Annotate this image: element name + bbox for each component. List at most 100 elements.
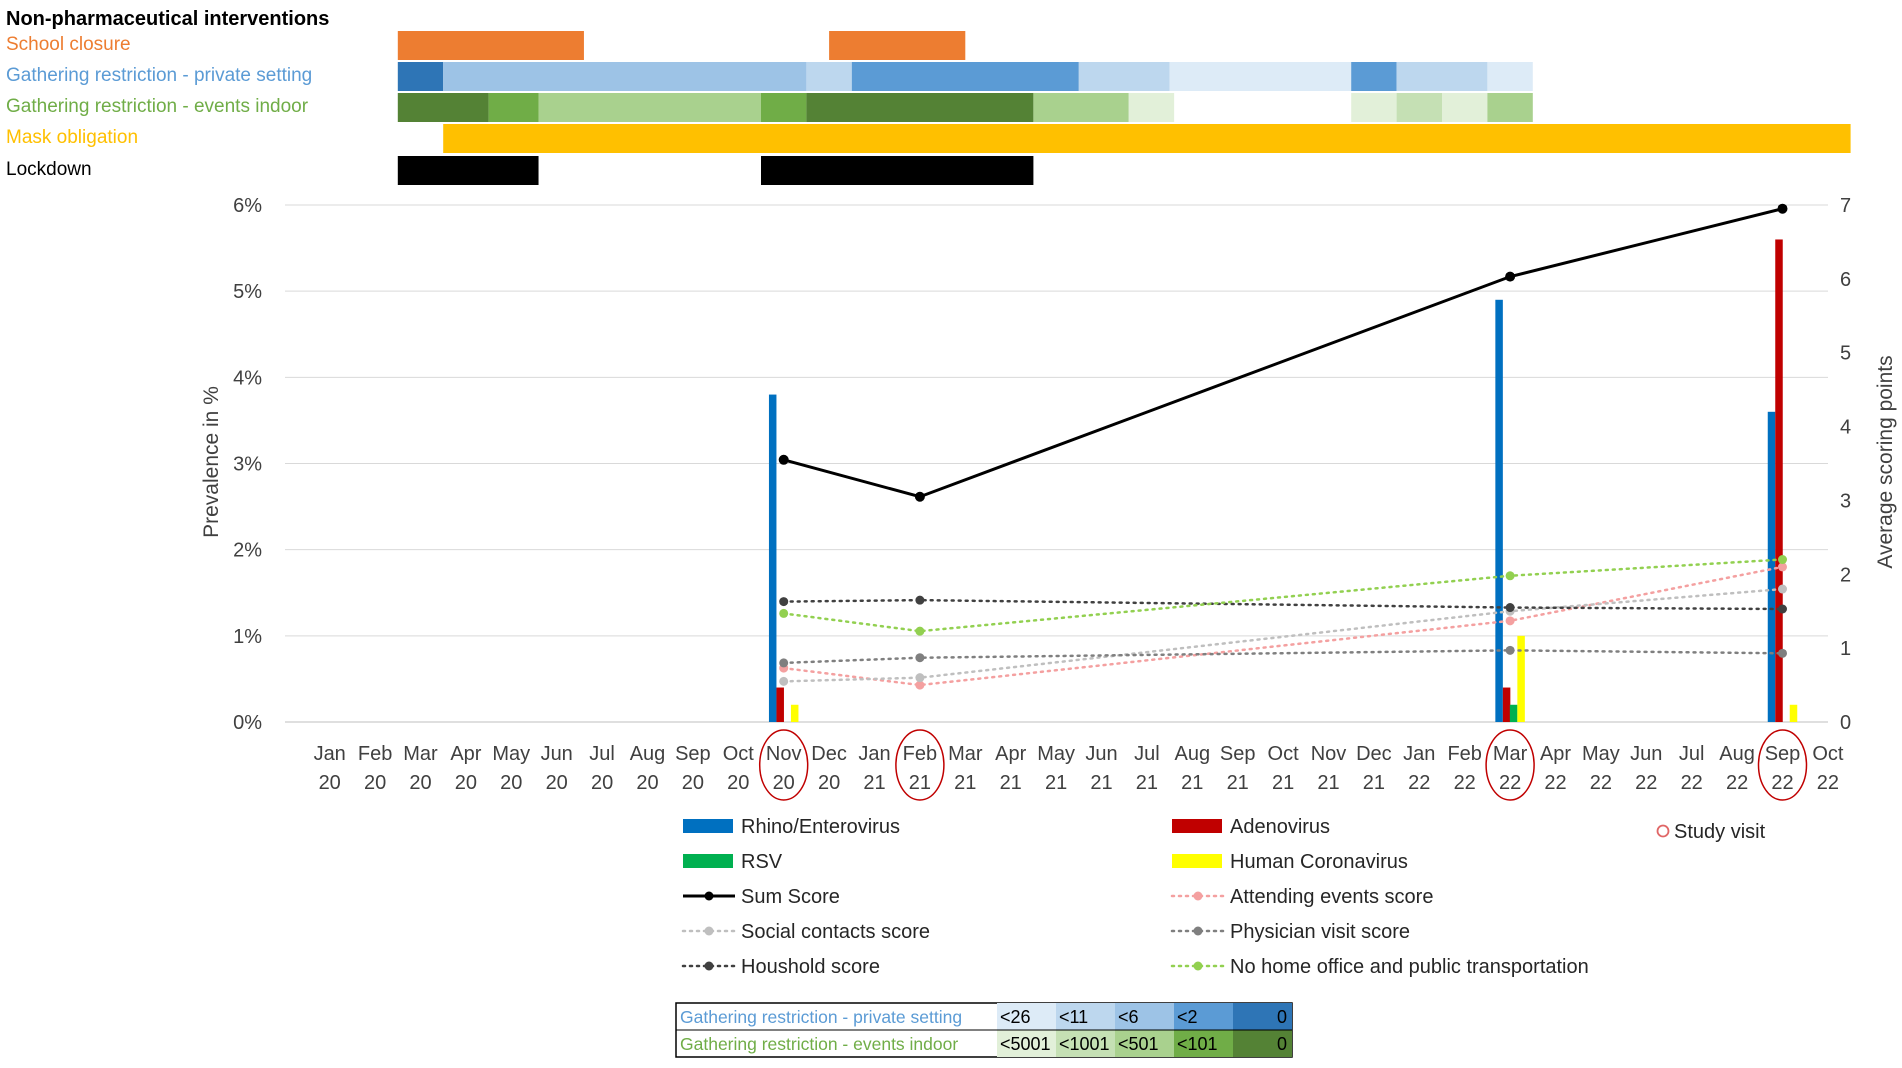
legend-label-no-home-office-and-public-transportation: No home office and public transportation: [1230, 956, 1589, 978]
x-tick-label: May 21: [1037, 743, 1075, 794]
scale-cell-private-4: [1233, 1003, 1292, 1030]
scale-cell-events-0: [997, 1030, 1056, 1057]
legend-symbol-social-contacts-score-dot: [704, 926, 714, 936]
legend-symbol-rhino-enterovirus: [683, 819, 733, 833]
legend-symbol-sum-score-dot: [704, 891, 714, 901]
scale-cell-label: <501: [1118, 1034, 1159, 1054]
intervention-segment-gathering-restriction-events-indoor-4: [806, 93, 1034, 122]
y2-tick-label: 4: [1840, 417, 1851, 439]
bar-human-coronavirus-sep-22: [1789, 704, 1798, 722]
line-attending-events-score: [782, 565, 1784, 687]
legend-symbol-adenovirus: [1172, 819, 1222, 833]
scale-cell-private-2: [1115, 1003, 1174, 1030]
point-sum-score-nov-20: [778, 454, 789, 465]
point-houshold-score-nov-20: [779, 597, 789, 607]
legend-label-social-contacts-score: Social contacts score: [741, 921, 930, 943]
legend-label-sum-score: Sum Score: [741, 886, 840, 908]
intervention-segment-gathering-restriction-events-indoor-1: [488, 93, 539, 122]
legend-symbol-attending-events-score-dot: [1193, 891, 1203, 901]
line-social-contacts-score: [782, 587, 1784, 683]
intervention-segment-gathering-restriction-private-setting-0: [397, 62, 444, 91]
y2-tick-label: 7: [1840, 195, 1851, 217]
scale-label-events: Gathering restriction - events indoor: [680, 1034, 958, 1054]
x-tick-label: Dec 21: [1356, 743, 1392, 794]
intervention-label-gathering-restriction-private-setting: Gathering restriction - private setting: [6, 65, 312, 86]
x-tick-label: Oct 20: [723, 743, 755, 794]
study-visit-marker-nov-20: [758, 729, 809, 801]
intervention-segment-gathering-restriction-private-setting-1: [443, 62, 807, 91]
intervention-label-mask-obligation: Mask obligation: [6, 127, 138, 148]
scale-cell-private-3: [1174, 1003, 1233, 1030]
x-tick-label: Jul 20: [589, 743, 615, 794]
study-visit-marker-feb-21: [895, 729, 945, 801]
scale-cell-label: <1001: [1059, 1034, 1110, 1054]
scale-cell-label: 0: [1277, 1034, 1287, 1054]
x-tick-label: Jan 21: [858, 743, 890, 794]
bar-adenovirus-sep-22: [1775, 239, 1783, 722]
legend-label-physician-visit-score: Physician visit score: [1230, 921, 1410, 943]
intervention-segment-gathering-restriction-private-setting-3: [851, 62, 1079, 91]
intervention-segment-gathering-restriction-events-indoor-5: [1033, 93, 1129, 122]
x-tick-label: Aug 20: [630, 743, 666, 794]
x-tick-label: Jul 22: [1679, 743, 1705, 794]
x-tick-label: Apr 21: [995, 743, 1026, 794]
line-no-home-office-and-public-transportation: [782, 558, 1784, 633]
intervention-segment-gathering-restriction-events-indoor-2: [538, 93, 761, 122]
x-tick-label: Oct 22: [1812, 743, 1844, 794]
bar-human-coronavirus-mar-22: [1517, 635, 1525, 722]
y-axis-label: Prevalence in %: [200, 386, 223, 538]
y2-tick-label: 6: [1840, 269, 1851, 291]
scale-label-private: Gathering restriction - private setting: [680, 1007, 962, 1027]
legend-label-study-visit: Study visit: [1674, 821, 1766, 843]
intervention-label-school-closure: School closure: [6, 34, 131, 55]
x-tick-label: Jun 20: [541, 743, 573, 794]
x-tick-label: Nov 21: [1311, 743, 1347, 794]
intervention-segment-lockdown-1: [761, 156, 1034, 185]
bar-rhino-enterovirus-sep-22: [1767, 411, 1776, 722]
plot-area: 0% 1% 2% 3% 4% 5% 6% 0 1 2 3 4 5 6 7 Jan 20 Feb 20 Mar 20 Apr…: [233, 195, 1851, 801]
x-tick-label: Aug 21: [1175, 743, 1211, 794]
point-no-home-office-and-public-transportation-nov-20: [779, 608, 789, 618]
intervention-segment-gathering-restriction-events-indoor-8: [1396, 93, 1442, 122]
point-no-home-office-and-public-transportation-feb-21: [915, 626, 925, 636]
point-social-contacts-score-sep-22: [1778, 584, 1787, 594]
bar-rsv-mar-22: [1509, 704, 1518, 722]
bar-adenovirus-mar-22: [1502, 687, 1511, 722]
intervention-segment-gathering-restriction-events-indoor-6: [1128, 93, 1175, 122]
x-tick-label: Jun 22: [1630, 743, 1662, 794]
point-sum-score-feb-21: [914, 491, 925, 502]
legend-symbol-houshold-score-dot: [704, 961, 714, 971]
legend-symbol-physician-visit-score-dot: [1193, 926, 1203, 936]
point-physician-visit-score-sep-22: [1778, 648, 1787, 658]
scale-cell-events-1: [1056, 1030, 1115, 1057]
x-tick-label: Dec 20: [811, 743, 847, 794]
point-physician-visit-score-nov-20: [779, 658, 789, 668]
intervention-label-gathering-restriction-events-indoor: Gathering restriction - events indoor: [6, 96, 309, 117]
legend-symbol-rsv: [683, 854, 733, 868]
y-tick-label: 6%: [233, 195, 262, 217]
scale-cell-label: <26: [1000, 1007, 1031, 1027]
y-tick-label: 4%: [233, 367, 262, 389]
restriction-scale-table: Gathering restriction - private setting <…: [675, 1002, 1293, 1058]
x-tick-label: Mar 22: [1493, 743, 1528, 794]
chart-title: Non-pharmaceutical interventions: [6, 8, 329, 30]
point-houshold-score-mar-22: [1505, 603, 1515, 613]
intervention-segment-gathering-restriction-events-indoor-7: [1351, 93, 1397, 122]
intervention-segment-gathering-restriction-private-setting-8: [1487, 62, 1533, 91]
x-tick-label: Jun 21: [1085, 743, 1117, 794]
y2-tick-label: 3: [1840, 490, 1851, 512]
y-tick-label: 2%: [233, 540, 262, 562]
intervention-segment-gathering-restriction-private-setting-7: [1396, 62, 1488, 91]
x-tick-label: Jan 22: [1403, 743, 1435, 794]
intervention-segment-gathering-restriction-private-setting-2: [806, 62, 852, 91]
x-tick-label: Mar 21: [948, 743, 983, 794]
point-sum-score-sep-22: [1777, 203, 1788, 214]
scale-cell-label: 0: [1277, 1007, 1287, 1027]
intervention-segment-lockdown-0: [397, 156, 539, 185]
point-social-contacts-score-nov-20: [779, 676, 789, 686]
line-sum-score: [783, 207, 1783, 499]
bar-adenovirus-nov-20: [776, 687, 784, 722]
study-visit-marker-sep-22: [1757, 729, 1808, 801]
scale-cell-label: <6: [1118, 1007, 1139, 1027]
